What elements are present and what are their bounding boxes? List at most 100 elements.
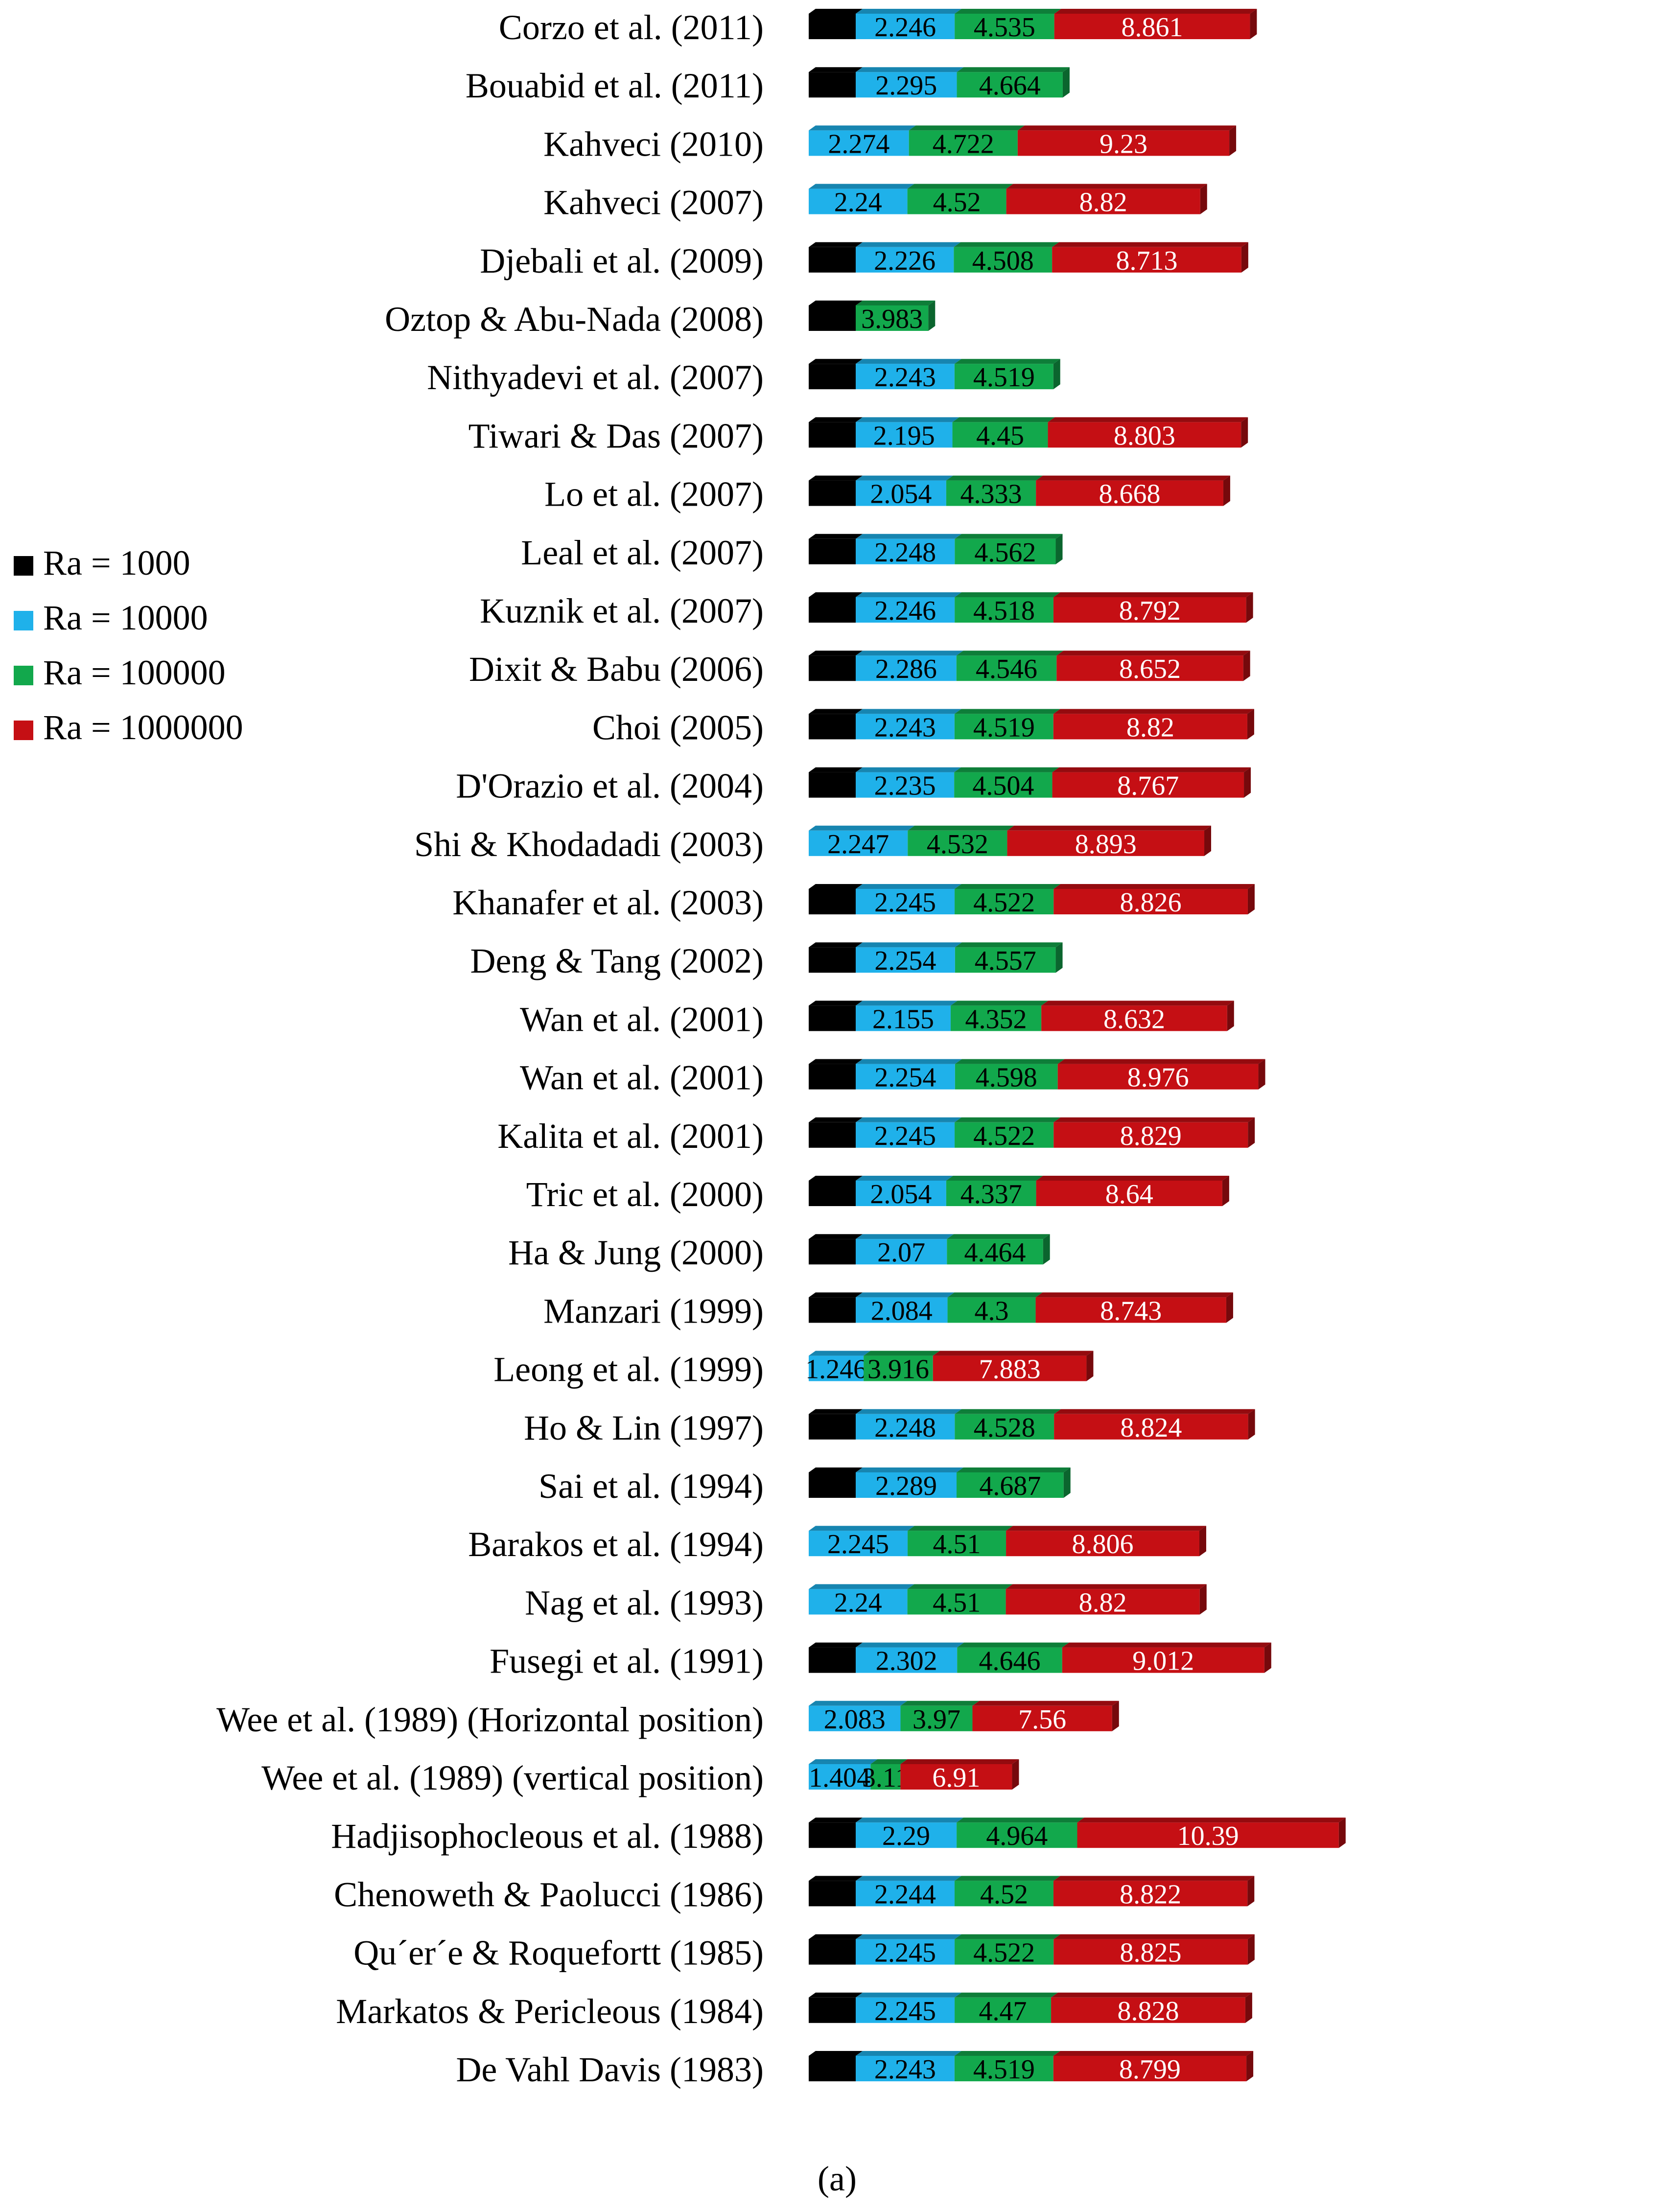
bar-value-label: 2.195 xyxy=(873,420,935,451)
bar-segment xyxy=(1036,480,1223,506)
bar-top-bevel xyxy=(1053,2051,1254,2056)
bar-top-bevel xyxy=(972,1700,1119,1706)
row-2: Bouabid et al. (2011) 2.295 4.664 xyxy=(466,66,1070,105)
bar-value-label: 2.226 xyxy=(874,246,936,276)
bar-top-bevel xyxy=(856,1467,964,1472)
row-27: Barakos et al. (1994) 2.245 4.51 8.806 xyxy=(468,1525,1206,1564)
bar-segment xyxy=(809,1764,871,1790)
bar-segment xyxy=(809,1064,856,1090)
bar-side-bevel xyxy=(1062,67,1070,98)
bar-segment xyxy=(952,422,1048,448)
bar-top-bevel xyxy=(955,9,1061,14)
bar-top-bevel xyxy=(954,767,1059,772)
bar-value-label: 8.713 xyxy=(1116,246,1178,276)
bar-segment xyxy=(1006,1531,1199,1557)
bar-top-bevel xyxy=(809,1117,863,1122)
bar-top-bevel xyxy=(809,1001,863,1006)
bar-top-bevel xyxy=(955,534,1063,539)
bar-value-label: 8.64 xyxy=(1105,1179,1153,1210)
bar-top-bevel xyxy=(1052,767,1251,772)
bar-segment xyxy=(856,247,954,273)
bar-top-bevel xyxy=(946,1176,1043,1181)
row-32: Hadjisophocleous et al. (1988) 2.29 4.964 1… xyxy=(331,1816,1346,1856)
bar-segment xyxy=(809,1939,856,1965)
bar-segment xyxy=(856,1822,957,1848)
bar-top-bevel xyxy=(809,67,863,72)
bar-top-bevel xyxy=(809,9,863,14)
bar-side-bevel xyxy=(1229,125,1237,156)
bar-segment xyxy=(809,947,856,973)
bar-value-label: 8.652 xyxy=(1119,654,1181,684)
bar-segment xyxy=(908,1531,1006,1557)
bar-value-label: 4.51 xyxy=(933,1529,981,1560)
bar-top-bevel xyxy=(1048,417,1248,422)
bar-top-bevel xyxy=(1054,1409,1255,1414)
bar-segment xyxy=(1053,714,1247,740)
bar-top-bevel xyxy=(954,359,1060,364)
bar-value-label: 4.562 xyxy=(974,537,1036,568)
bar-segment xyxy=(946,480,1036,506)
row-33: Chenoweth & Paolucci (1986) 2.244 4.52 8.82… xyxy=(334,1875,1255,1914)
bar-segment xyxy=(809,130,909,156)
bar-segment xyxy=(954,247,1053,273)
bar-segment xyxy=(809,1297,856,1323)
bar-value-label: 8.82 xyxy=(1126,712,1174,743)
bar-segment xyxy=(809,597,856,623)
bar-segment xyxy=(856,1881,955,1907)
row-label: Tiwari & Das (2007) xyxy=(468,416,764,455)
bar-segment xyxy=(870,1764,901,1790)
bar-side-bevel xyxy=(1241,242,1248,273)
bar-top-bevel xyxy=(856,1409,962,1414)
row-label: Leal et al. (2007) xyxy=(521,533,764,572)
bar-top-bevel xyxy=(809,592,863,597)
bar-top-bevel xyxy=(856,1059,962,1064)
bar-segment xyxy=(809,655,856,681)
bar-value-label: 2.245 xyxy=(874,887,936,918)
row-label: Lo et al. (2007) xyxy=(544,475,764,514)
bar-top-bevel xyxy=(1053,709,1254,714)
bar-top-bevel xyxy=(1056,651,1250,656)
bar-segment xyxy=(864,1355,933,1381)
bar-top-bevel xyxy=(856,592,962,597)
bar-segment xyxy=(1006,1589,1200,1615)
bar-value-label: 4.546 xyxy=(976,654,1037,684)
bar-segment xyxy=(972,1705,1112,1731)
bar-value-label: 3.983 xyxy=(861,304,923,334)
bar-top-bevel xyxy=(809,242,863,247)
bar-value-label: 4.519 xyxy=(973,362,1035,393)
row-label: Sai et al. (1994) xyxy=(538,1467,764,1506)
row-20: Kalita et al. (2001) 2.245 4.522 8.829 xyxy=(497,1117,1255,1156)
bar-segment xyxy=(955,538,1056,564)
bar-top-bevel xyxy=(809,1176,863,1181)
bar-value-label: 4.687 xyxy=(979,1471,1041,1501)
bar-top-bevel xyxy=(957,1642,1069,1648)
bar-top-bevel xyxy=(809,884,863,889)
bar-top-bevel xyxy=(957,67,1070,72)
bar-top-bevel xyxy=(809,184,914,189)
bar-value-label: 2.155 xyxy=(872,1004,934,1034)
bar-segment xyxy=(809,1122,856,1148)
bar-value-label: 2.244 xyxy=(874,1879,936,1909)
bar-segment xyxy=(1053,1122,1248,1148)
bar-value-label: 2.247 xyxy=(827,829,889,860)
bar-top-bevel xyxy=(809,359,863,364)
bar-side-bevel xyxy=(1338,1817,1346,1848)
bar-value-label: 8.632 xyxy=(1103,1004,1165,1034)
bar-top-bevel xyxy=(1054,9,1257,14)
bar-value-label: 2.24 xyxy=(834,187,882,218)
bar-top-bevel xyxy=(956,651,1064,656)
bar-segment xyxy=(809,1472,856,1498)
bar-top-bevel xyxy=(809,942,863,948)
row-label: Kalita et al. (2001) xyxy=(497,1117,764,1156)
bar-top-bevel xyxy=(907,1584,1013,1589)
bar-value-label: 8.668 xyxy=(1099,479,1161,510)
bar-top-bevel xyxy=(809,1992,863,1998)
bar-top-bevel xyxy=(950,1001,1049,1006)
bar-top-bevel xyxy=(908,825,1014,831)
bar-top-bevel xyxy=(856,1176,953,1181)
bar-value-label: 7.883 xyxy=(979,1354,1041,1385)
bar-value-label: 2.235 xyxy=(874,771,936,801)
bar-segment xyxy=(856,1239,947,1265)
bar-value-label: 2.295 xyxy=(875,70,937,101)
bar-segment xyxy=(1006,188,1200,214)
